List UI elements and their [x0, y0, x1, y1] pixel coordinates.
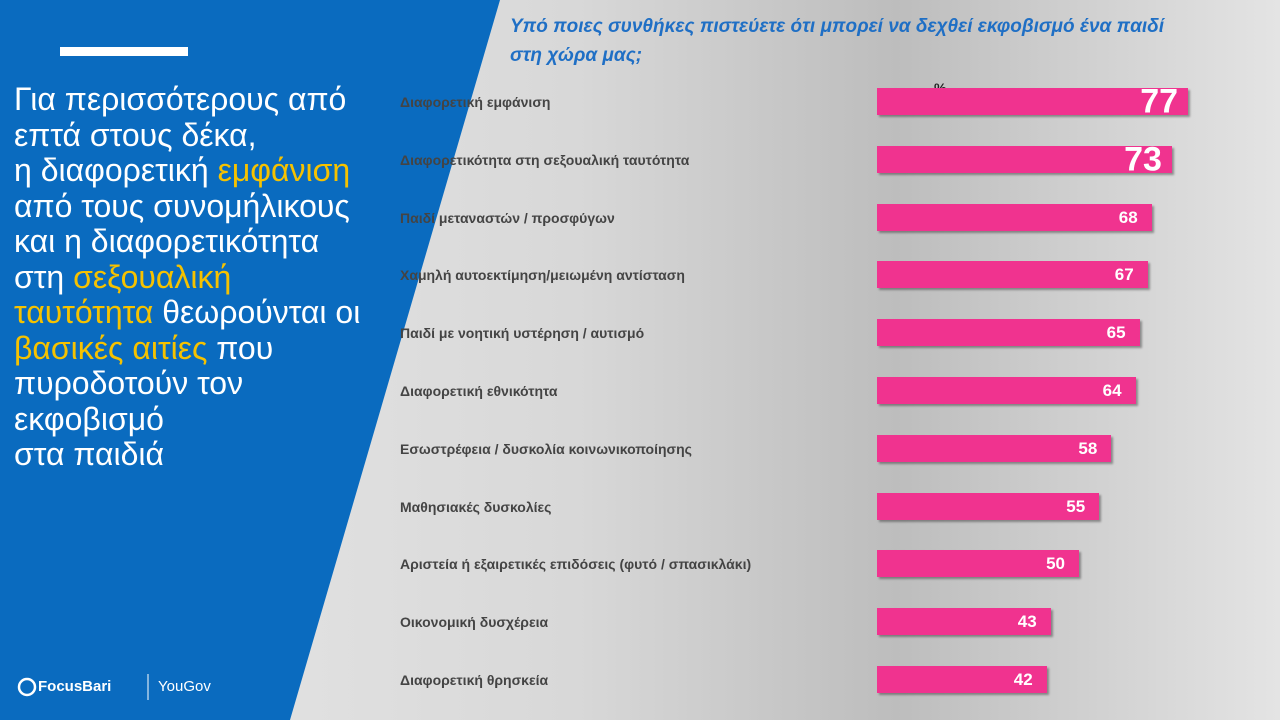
- highlight-text: εμφάνιση: [217, 152, 351, 188]
- bar: [877, 550, 1079, 578]
- bar: [877, 377, 1136, 404]
- value-label: 73: [1124, 140, 1162, 179]
- headline-line: εκφοβισμό: [14, 400, 360, 438]
- headline-text: στα παιδιά: [14, 436, 164, 472]
- category-label: Οικονομική δυσχέρεια: [400, 614, 549, 631]
- bar: [877, 88, 1189, 115]
- headline-line: στα παιδιά: [14, 436, 360, 473]
- headline-line: ταυτότητα θεωρούνται οι: [14, 294, 361, 331]
- headline-text: και η διαφορετικότητα: [14, 223, 320, 259]
- category-label: Εσωστρέφεια / δυσκολία κοινωνικοποίησης: [400, 440, 692, 457]
- headline-line: πυροδοτούν τον: [14, 365, 360, 402]
- bar: [877, 203, 1152, 231]
- value-label: 67: [1114, 265, 1134, 285]
- value-label: 58: [1078, 438, 1098, 458]
- headline-text: πυροδοτούν τον: [14, 365, 244, 401]
- value-label: 77: [1140, 82, 1179, 121]
- chart-title: Υπό ποιες συνθήκες πιστεύετε ότι μπορεί …: [510, 16, 1165, 66]
- highlight-text: βασικές αιτίες: [14, 329, 208, 366]
- value-label: 43: [1017, 612, 1037, 632]
- headline-text: εκφοβισμό: [14, 400, 164, 437]
- logo: FocusBari: [38, 678, 112, 695]
- value-label: 50: [1046, 554, 1065, 574]
- category-label: Μαθησιακές δυσκολίες: [400, 498, 552, 515]
- category-label: Παιδί μεταναστών / προσφύγων: [400, 209, 615, 226]
- headline-line: βασικές αιτίες που: [14, 329, 360, 367]
- headline-text: στη: [14, 258, 74, 295]
- headline-text: που: [207, 329, 274, 366]
- headline-text: επτά στους δέκα,: [14, 116, 257, 153]
- value-label: 65: [1106, 323, 1126, 343]
- headline-line: από τους συνομήλικους: [14, 187, 360, 225]
- headline-line: επτά στους δέκα,: [14, 116, 360, 154]
- value-label: 55: [1066, 496, 1086, 516]
- bar: [877, 492, 1100, 520]
- logo-icon: [17, 677, 37, 697]
- category-label: Διαφορετικότητα στη σεξουαλική ταυτότητα: [400, 151, 690, 168]
- category-label: Αριστεία ή εξαιρετικές επιδόσεις (φυτό /…: [400, 556, 752, 573]
- category-label: Διαφορετική εμφάνιση: [400, 94, 551, 110]
- headline-text: θεωρούνται οι: [153, 294, 361, 330]
- bar: [877, 261, 1148, 289]
- accent-line: [60, 47, 188, 56]
- headline-line: στη σεξουαλική: [14, 258, 360, 296]
- value-label: 68: [1118, 207, 1138, 227]
- headline-text: από τους συνομήλικους: [14, 187, 350, 224]
- bar: [877, 145, 1172, 173]
- headline-line: Για περισσότερους από: [14, 81, 360, 118]
- headline-line: και η διαφορετικότητα: [14, 223, 360, 260]
- category-label: Παιδί με νοητική υστέρηση / αυτισμό: [400, 325, 645, 342]
- highlight-text: ταυτότητα: [14, 294, 154, 330]
- highlight-text: σεξουαλική: [73, 258, 232, 295]
- category-label: Διαφορετική θρησκεία: [400, 672, 549, 688]
- bar: [877, 434, 1112, 462]
- category-label: Χαμηλή αυτοεκτίμηση/μειωμένη αντίσταση: [400, 267, 685, 284]
- bar: [877, 608, 1051, 636]
- value-label: 42: [1013, 670, 1033, 689]
- value-label: 64: [1102, 381, 1122, 400]
- logo: YouGov: [158, 678, 211, 695]
- bar: [877, 666, 1047, 693]
- headline-line: η διαφορετική εμφάνιση: [14, 152, 360, 189]
- headline-text: Για περισσότερους από: [14, 81, 347, 117]
- bar: [877, 319, 1140, 347]
- blue-panel: [0, 0, 500, 720]
- category-label: Διαφορετική εθνικότητα: [400, 383, 558, 399]
- headline-text: η διαφορετική: [14, 152, 218, 188]
- headline: Για περισσότερους από επτά στους δέκα, η δ…: [14, 81, 361, 473]
